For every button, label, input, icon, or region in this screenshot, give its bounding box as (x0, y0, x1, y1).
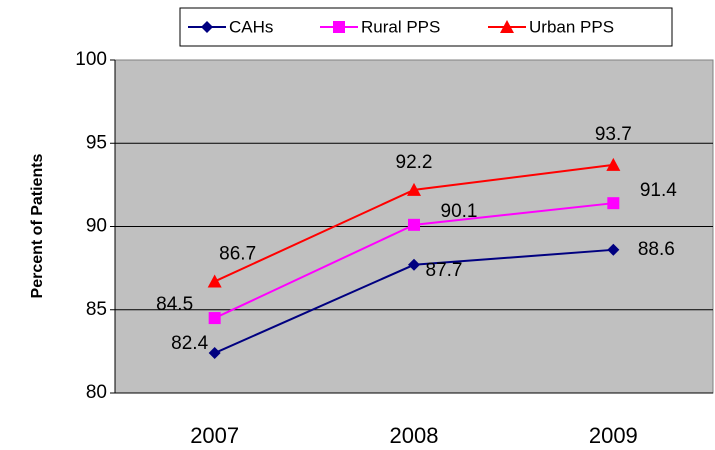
data-label: 87.7 (426, 260, 463, 281)
data-label: 84.5 (156, 294, 193, 315)
y-tick-label: 80 (86, 382, 107, 403)
legend-label: Rural PPS (361, 17, 440, 36)
legend (179, 7, 673, 47)
marker (607, 243, 620, 256)
x-tick-label: 2009 (589, 423, 638, 448)
data-label: 90.1 (441, 201, 478, 222)
marker (201, 21, 213, 33)
data-label: 82.4 (171, 333, 208, 354)
marker (407, 182, 421, 196)
y-tick-label: 85 (86, 299, 107, 320)
marker (333, 21, 345, 33)
marker (606, 157, 621, 171)
data-label: 91.4 (640, 180, 677, 201)
marker (208, 312, 221, 325)
y-tick-label: 95 (86, 132, 107, 153)
marker (500, 20, 514, 33)
x-tick-label: 2007 (190, 423, 239, 448)
y-tick-label: 90 (86, 216, 107, 237)
marker (408, 218, 420, 231)
marker (208, 347, 221, 360)
marker (207, 274, 222, 288)
data-label: 86.7 (219, 243, 256, 264)
legend-label: Urban PPS (529, 17, 614, 36)
data-label: 92.2 (396, 152, 433, 173)
legend-label: CAHs (229, 17, 273, 36)
marker (408, 258, 420, 271)
marker (607, 197, 620, 210)
x-tick-label: 2008 (390, 423, 439, 448)
y-axis-title: Percent of Patients (29, 153, 46, 298)
data-label: 88.6 (638, 239, 675, 260)
data-label: 93.7 (595, 124, 632, 145)
y-tick-label: 100 (75, 49, 107, 70)
